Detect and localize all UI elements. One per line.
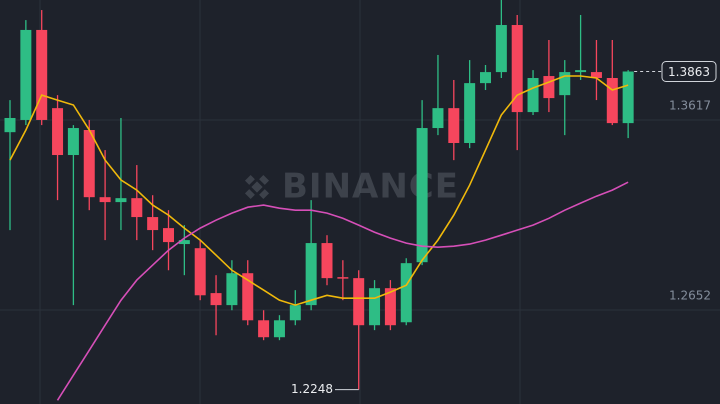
candle-body bbox=[480, 72, 491, 84]
candle-body bbox=[337, 277, 349, 279]
candle-body bbox=[543, 76, 555, 99]
candle-body bbox=[384, 288, 396, 326]
candle-body bbox=[36, 29, 48, 120]
candle-body bbox=[464, 83, 476, 144]
candle-body bbox=[178, 240, 190, 245]
candle-body bbox=[321, 243, 333, 279]
candle-body bbox=[575, 70, 587, 73]
candle-body bbox=[83, 130, 95, 198]
candle-body bbox=[194, 248, 206, 296]
candle-body bbox=[99, 197, 111, 203]
candle-body bbox=[226, 273, 238, 306]
candle-body bbox=[210, 293, 222, 306]
candle-body bbox=[163, 228, 174, 243]
candle-body bbox=[559, 72, 571, 96]
moving-average bbox=[9, 75, 629, 306]
candle-body bbox=[432, 108, 444, 129]
candle-body bbox=[495, 25, 507, 73]
candle-body bbox=[448, 108, 460, 144]
watermark: BINANCE bbox=[244, 167, 459, 207]
candle-body bbox=[115, 198, 127, 203]
candle-body bbox=[305, 243, 317, 306]
low-marker-label: 1.2248 bbox=[291, 382, 333, 396]
last-price-box bbox=[661, 61, 717, 83]
candles bbox=[4, 0, 634, 390]
candle-body bbox=[606, 78, 618, 124]
candle-body bbox=[273, 320, 285, 338]
watermark-text: BINANCE bbox=[282, 167, 459, 207]
candle-body bbox=[20, 29, 32, 120]
moving-average bbox=[56, 181, 629, 401]
candle-body bbox=[4, 117, 16, 133]
candle-body bbox=[369, 288, 381, 326]
candle-body bbox=[147, 217, 159, 231]
candle-body bbox=[622, 71, 634, 124]
candle-body bbox=[590, 72, 602, 79]
candle-body bbox=[67, 128, 79, 156]
candle-body bbox=[258, 320, 270, 338]
candle-body bbox=[511, 25, 523, 113]
candle-body bbox=[131, 198, 143, 218]
candle-body bbox=[416, 128, 428, 263]
candle-body bbox=[52, 108, 64, 156]
y-tick-label: 1.2652 bbox=[669, 289, 711, 303]
y-tick-label: 1.3617 bbox=[669, 98, 711, 112]
candle-body bbox=[527, 78, 539, 113]
candle-body bbox=[353, 278, 365, 326]
candle-body bbox=[289, 305, 301, 321]
last-price-label: 1.3863 bbox=[668, 65, 710, 79]
candle-body bbox=[242, 273, 254, 321]
candle-body bbox=[400, 263, 412, 323]
